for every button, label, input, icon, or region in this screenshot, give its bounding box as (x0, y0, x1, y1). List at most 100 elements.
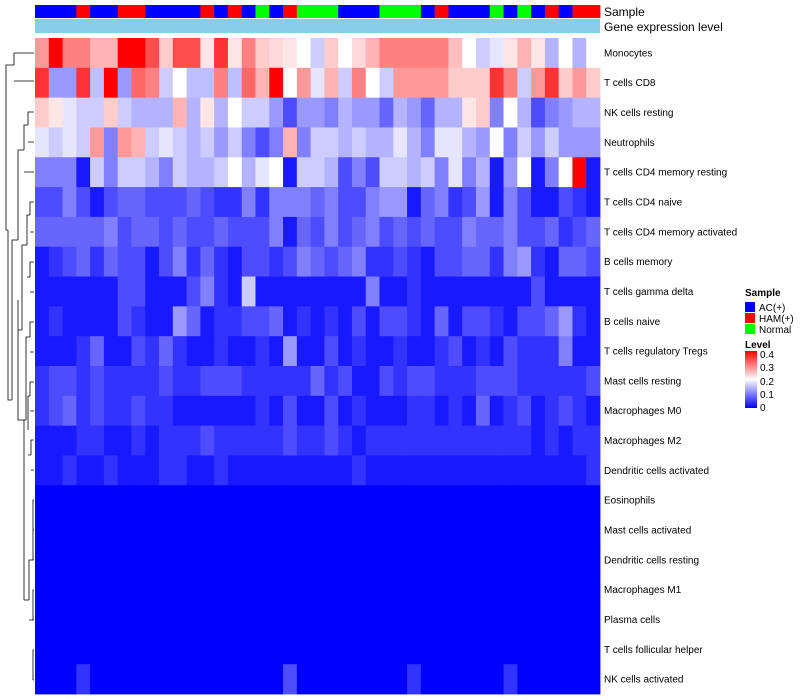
heatmap-cell (420, 276, 436, 307)
row-labels: Monocytes T cells CD8 NK cells resting Neut… (604, 48, 737, 685)
heatmap-cell (131, 366, 146, 397)
heatmap-cell (48, 187, 63, 218)
heatmap-cell (269, 127, 284, 158)
heatmap-cell (338, 276, 353, 307)
sample-annotation-cell (489, 5, 504, 18)
heatmap-cell (48, 604, 63, 635)
heatmap-cell (407, 515, 422, 546)
heatmap-cell (324, 664, 339, 695)
heatmap-cell (214, 664, 229, 695)
heatmap-cell (503, 276, 518, 307)
heatmap-cell (379, 127, 394, 158)
heatmap-cell (214, 157, 229, 188)
heatmap-cell (186, 276, 201, 307)
heatmap-cell (434, 634, 449, 665)
heatmap-cell (103, 67, 119, 99)
heatmap-cell (214, 485, 229, 516)
heatmap-cell (393, 574, 408, 605)
heatmap-cell (407, 187, 422, 218)
heatmap-cell (503, 366, 518, 397)
heatmap-cell (338, 187, 353, 218)
heatmap-cell (572, 634, 587, 665)
heatmap-cell (434, 276, 449, 307)
heatmap-cell (117, 425, 132, 456)
heatmap-cell (117, 485, 132, 516)
heatmap-cell (351, 246, 367, 277)
heatmap-cell (310, 97, 325, 128)
heatmap-cell (365, 216, 380, 248)
heatmap-cell (172, 157, 187, 188)
heatmap-cell (407, 544, 422, 576)
heatmap-cell (475, 97, 491, 128)
heatmap-cell (365, 664, 380, 695)
heatmap-cell (227, 67, 243, 99)
heatmap-cell (296, 187, 312, 218)
heatmap-cell (269, 276, 284, 307)
heatmap-cell (172, 127, 187, 158)
heatmap-cell (586, 306, 601, 337)
heatmap-cell (241, 425, 256, 456)
heatmap-cell (462, 425, 477, 456)
heatmap-cell (489, 485, 504, 516)
heatmap-cell (159, 306, 174, 337)
legend-label-normal: Normal (759, 325, 791, 336)
heatmap-cell (227, 664, 243, 695)
heatmap-cell (241, 127, 256, 158)
heatmap-cell (489, 276, 504, 307)
heatmap-cell (586, 485, 601, 516)
heatmap-cell (90, 395, 105, 427)
heatmap-cell (531, 336, 546, 367)
heatmap-cell (35, 664, 50, 695)
heatmap-cell (379, 664, 394, 695)
sample-annotation-cell (255, 5, 270, 18)
heatmap-cell (283, 455, 298, 486)
heatmap-cell (310, 276, 325, 307)
heatmap-cell (269, 455, 284, 486)
heatmap-cell (90, 127, 105, 158)
heatmap-cell (407, 634, 422, 665)
heatmap-cell (186, 395, 201, 427)
heatmap-cell (186, 216, 201, 248)
heatmap-cell (517, 395, 532, 427)
heatmap-cell (572, 38, 587, 69)
heatmap-cell (544, 604, 560, 635)
sample-annotation-cell (35, 5, 50, 18)
heatmap-cell (434, 366, 449, 397)
heatmap-cell (586, 67, 601, 99)
heatmap-cell (145, 455, 160, 486)
heatmap-cell (572, 574, 587, 605)
heatmap-cell (283, 67, 298, 99)
heatmap-cell (420, 216, 436, 248)
row-label: Eosinophils (604, 496, 655, 507)
heatmap-cell (255, 216, 270, 248)
heatmap-cell (186, 157, 201, 188)
heatmap-cell (76, 127, 91, 158)
heatmap-cell (269, 336, 284, 367)
heatmap-cell (269, 395, 284, 427)
heatmap-cell (517, 604, 532, 635)
heatmap-cell (407, 67, 422, 99)
heatmap-cell (531, 67, 546, 99)
heatmap-cell (131, 425, 146, 456)
heatmap-cell (103, 515, 119, 546)
heatmap-cell (186, 515, 201, 546)
heatmap-cell (159, 574, 174, 605)
heatmap-cell (434, 664, 449, 695)
heatmap-cell (558, 515, 573, 546)
heatmap-cell (186, 306, 201, 337)
heatmap-cell (214, 216, 229, 248)
heatmap-cell (35, 246, 50, 277)
heatmap-cell (351, 187, 367, 218)
heatmap-cell (117, 336, 132, 367)
heatmap-cell (489, 395, 504, 427)
heatmap-cell (35, 97, 50, 128)
heatmap-cell (200, 664, 215, 695)
heatmap-cell (324, 515, 339, 546)
heatmap-cell (103, 574, 119, 605)
heatmap-cell (35, 157, 50, 188)
heatmap-cell (407, 485, 422, 516)
heatmap-cell (324, 425, 339, 456)
heatmap-cell (214, 425, 229, 456)
heatmap-cell (296, 336, 312, 367)
heatmap-cell (365, 246, 380, 277)
